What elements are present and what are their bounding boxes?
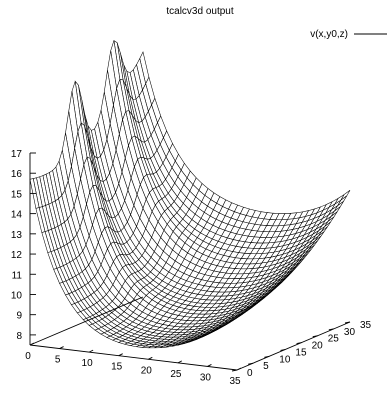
z-tick-label: 11 [12, 270, 23, 281]
y-axis-line [236, 321, 351, 371]
x-tick [59, 346, 64, 349]
z-tick-label: 14 [11, 210, 23, 221]
y-tick-label: 20 [312, 341, 324, 352]
y-tick [231, 369, 238, 372]
x-tick [118, 353, 123, 357]
x-tick-label: 15 [111, 362, 123, 373]
x-tick [207, 364, 212, 367]
x-axis-line [29, 344, 238, 371]
surface-cell [340, 190, 351, 201]
y-tick [280, 348, 286, 351]
x-tick-label: 30 [200, 372, 212, 383]
x-tick-label: 25 [170, 369, 182, 380]
y-tick-label: 0 [247, 368, 253, 379]
x-tick [29, 342, 35, 346]
y-tick-label: 5 [263, 361, 269, 372]
legend-label: v(x,y0,z) [310, 29, 348, 40]
x-tick [148, 356, 153, 360]
y-tick-label: 25 [328, 334, 340, 345]
x-tick-label: 10 [82, 358, 94, 369]
y-tick [296, 342, 302, 345]
x-tick-label: 35 [229, 376, 241, 387]
y-tick-label: 15 [295, 347, 307, 358]
chart-title: tcalcv3d output [166, 6, 233, 17]
x-tick [88, 349, 94, 353]
z-tick-label: 10 [11, 291, 23, 302]
x-tick [177, 360, 183, 364]
y-tick [264, 355, 270, 358]
y-tick-label: 10 [279, 354, 291, 365]
base-edge-back [29, 296, 144, 346]
z-tick-label: 12 [11, 250, 23, 261]
legend: v(x,y0,z) [310, 29, 387, 40]
z-tick-label: 17 [11, 149, 23, 160]
y-tick [312, 335, 318, 338]
z-tick-label: 13 [11, 230, 23, 241]
y-tick [328, 328, 334, 331]
x-tick-label: 0 [25, 351, 31, 362]
x-tick [236, 367, 242, 371]
x-tick-label: 20 [141, 365, 153, 376]
surface-mesh [29, 39, 351, 349]
z-tick-label: 16 [11, 169, 23, 180]
y-tick [248, 362, 254, 365]
surface-cell [230, 311, 241, 319]
y-tick-label: 35 [360, 320, 372, 331]
z-tick-label: 9 [16, 311, 22, 322]
z-tick-label: 8 [16, 331, 22, 342]
z-tick-label: 15 [11, 189, 23, 200]
y-tick-label: 30 [344, 327, 356, 338]
x-tick-label: 5 [55, 355, 61, 366]
y-tick [344, 321, 351, 324]
